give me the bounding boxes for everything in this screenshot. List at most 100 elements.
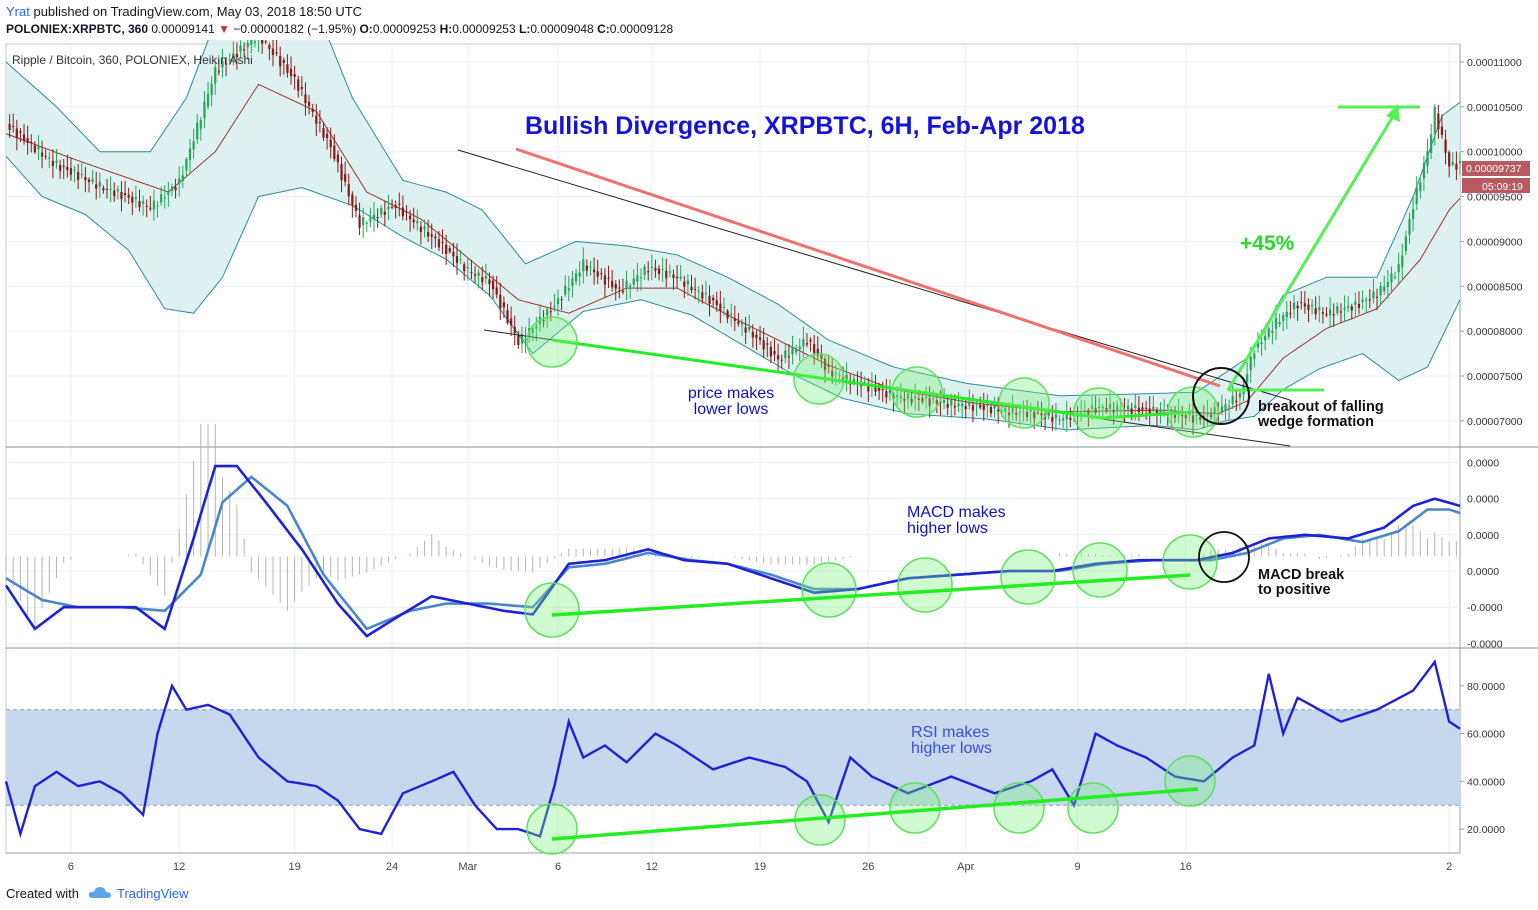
candle-body bbox=[441, 241, 444, 243]
candle-body bbox=[84, 177, 87, 181]
highlight-circle bbox=[1167, 386, 1219, 438]
candle-body bbox=[1188, 413, 1191, 416]
candle-body bbox=[243, 49, 246, 51]
candle-body bbox=[960, 403, 964, 407]
down-arrow-icon: ▼ bbox=[218, 22, 231, 36]
rsi-highlight-circle bbox=[526, 803, 578, 855]
chart[interactable]: 6 12 19 24 Mar 6 12 19 26 Apr 9 16 2 0.00011000 0.0001… bbox=[0, 40, 1538, 880]
candle-body bbox=[766, 343, 769, 345]
candle-body bbox=[105, 189, 109, 191]
candle-body bbox=[708, 295, 711, 304]
candle-body bbox=[127, 194, 130, 198]
price-lower-lows-label: price makes lower lows bbox=[688, 385, 774, 418]
candle-body bbox=[1386, 281, 1389, 288]
chart-title: Bullish Divergence, XRPBTC, 6H, Feb-Apr … bbox=[525, 112, 1085, 140]
candle-body bbox=[715, 300, 718, 306]
candle-body bbox=[1307, 304, 1310, 310]
candle-body bbox=[203, 101, 206, 118]
symbol-label: POLONIEX:XRPBTC, 360 bbox=[6, 22, 149, 36]
candle-body bbox=[1411, 209, 1415, 220]
open-label: O: bbox=[359, 22, 373, 36]
candle-body bbox=[22, 134, 26, 141]
publish-text: published on TradingView.com, May 03, 20… bbox=[33, 4, 363, 19]
author-link[interactable]: Yrat bbox=[6, 4, 30, 19]
x-tick-label: 6 bbox=[555, 861, 561, 873]
candle-body bbox=[98, 181, 101, 187]
candle-body bbox=[1065, 413, 1068, 420]
candle-body bbox=[1105, 408, 1108, 411]
x-tick-label: Apr bbox=[957, 861, 974, 873]
candle-body bbox=[131, 196, 134, 203]
candle-body bbox=[1458, 161, 1462, 164]
candle-body bbox=[701, 292, 704, 299]
candle-body bbox=[571, 278, 574, 286]
macd-higher-lows-label: MACD makes higher lows bbox=[907, 504, 1006, 537]
macd-highlight-circle bbox=[1000, 549, 1056, 605]
candle-body bbox=[336, 154, 340, 163]
candle-body bbox=[751, 331, 754, 338]
candle-body bbox=[1433, 107, 1436, 134]
candle-body bbox=[268, 45, 271, 49]
low-value: 0.00009048 bbox=[530, 22, 594, 36]
candle-body bbox=[66, 166, 69, 171]
candle-body bbox=[289, 68, 293, 76]
candle-body bbox=[820, 353, 823, 359]
candle-body bbox=[141, 201, 145, 204]
candle-body bbox=[1271, 330, 1274, 333]
candle-body bbox=[333, 145, 336, 160]
candle-body bbox=[44, 155, 47, 157]
candle-body bbox=[297, 79, 300, 91]
candle-body bbox=[686, 280, 690, 285]
rsi-highlight-circle bbox=[1164, 755, 1216, 807]
candle-body bbox=[307, 101, 311, 106]
highlight-circle bbox=[1073, 387, 1125, 439]
candle-body bbox=[953, 405, 957, 408]
candle-body bbox=[726, 310, 729, 319]
candle-body bbox=[1339, 311, 1343, 313]
candle-body bbox=[639, 277, 643, 279]
candle-body bbox=[188, 148, 192, 160]
candle-body bbox=[1325, 313, 1328, 315]
candle-body bbox=[40, 152, 44, 157]
x-tick-label: 19 bbox=[289, 861, 301, 873]
candle-body bbox=[340, 164, 343, 181]
rsi-y-tick-label: 80.0000 bbox=[1467, 681, 1505, 693]
candle-body bbox=[1062, 418, 1065, 421]
candle-body bbox=[697, 290, 700, 292]
price-y-tick-label: 0.00008500 bbox=[1467, 281, 1523, 293]
candle-body bbox=[1285, 311, 1288, 318]
candle-body bbox=[372, 214, 376, 220]
candle-body bbox=[167, 192, 170, 195]
macd-highlight-circle bbox=[524, 582, 580, 638]
series-legend: Ripple / Bitcoin, 360, POLONIEX, Heikin … bbox=[12, 53, 253, 67]
last-price-label: 0.00009737 bbox=[1466, 163, 1522, 175]
candle-body bbox=[123, 193, 127, 196]
candle-body bbox=[971, 405, 975, 411]
chart-header: Yrat published on TradingView.com, May 0… bbox=[0, 0, 1538, 40]
candle-body bbox=[113, 190, 116, 197]
candle-body bbox=[91, 179, 94, 183]
candle-body bbox=[1040, 413, 1043, 416]
candle-body bbox=[618, 287, 621, 289]
macd-line bbox=[4, 464, 1461, 638]
candle-body bbox=[1195, 415, 1198, 417]
candle-body bbox=[564, 285, 567, 295]
candle-body bbox=[924, 396, 928, 399]
candle-body bbox=[499, 294, 502, 309]
candle-body bbox=[206, 94, 210, 107]
candle-body bbox=[542, 319, 545, 322]
tradingview-brand[interactable]: TradingView bbox=[117, 886, 189, 901]
candle-body bbox=[1408, 219, 1411, 235]
candle-body bbox=[430, 234, 433, 237]
candle-body bbox=[1278, 322, 1281, 325]
candle-body bbox=[1274, 317, 1278, 329]
candle-body bbox=[95, 184, 98, 189]
candle-body bbox=[1365, 299, 1368, 301]
candle-body bbox=[484, 275, 487, 279]
candle-body bbox=[722, 306, 726, 308]
candle-body bbox=[1209, 414, 1213, 418]
candle-body bbox=[250, 40, 253, 46]
candle-body bbox=[816, 348, 819, 356]
candle-body bbox=[611, 280, 614, 288]
candle-body bbox=[264, 41, 267, 43]
